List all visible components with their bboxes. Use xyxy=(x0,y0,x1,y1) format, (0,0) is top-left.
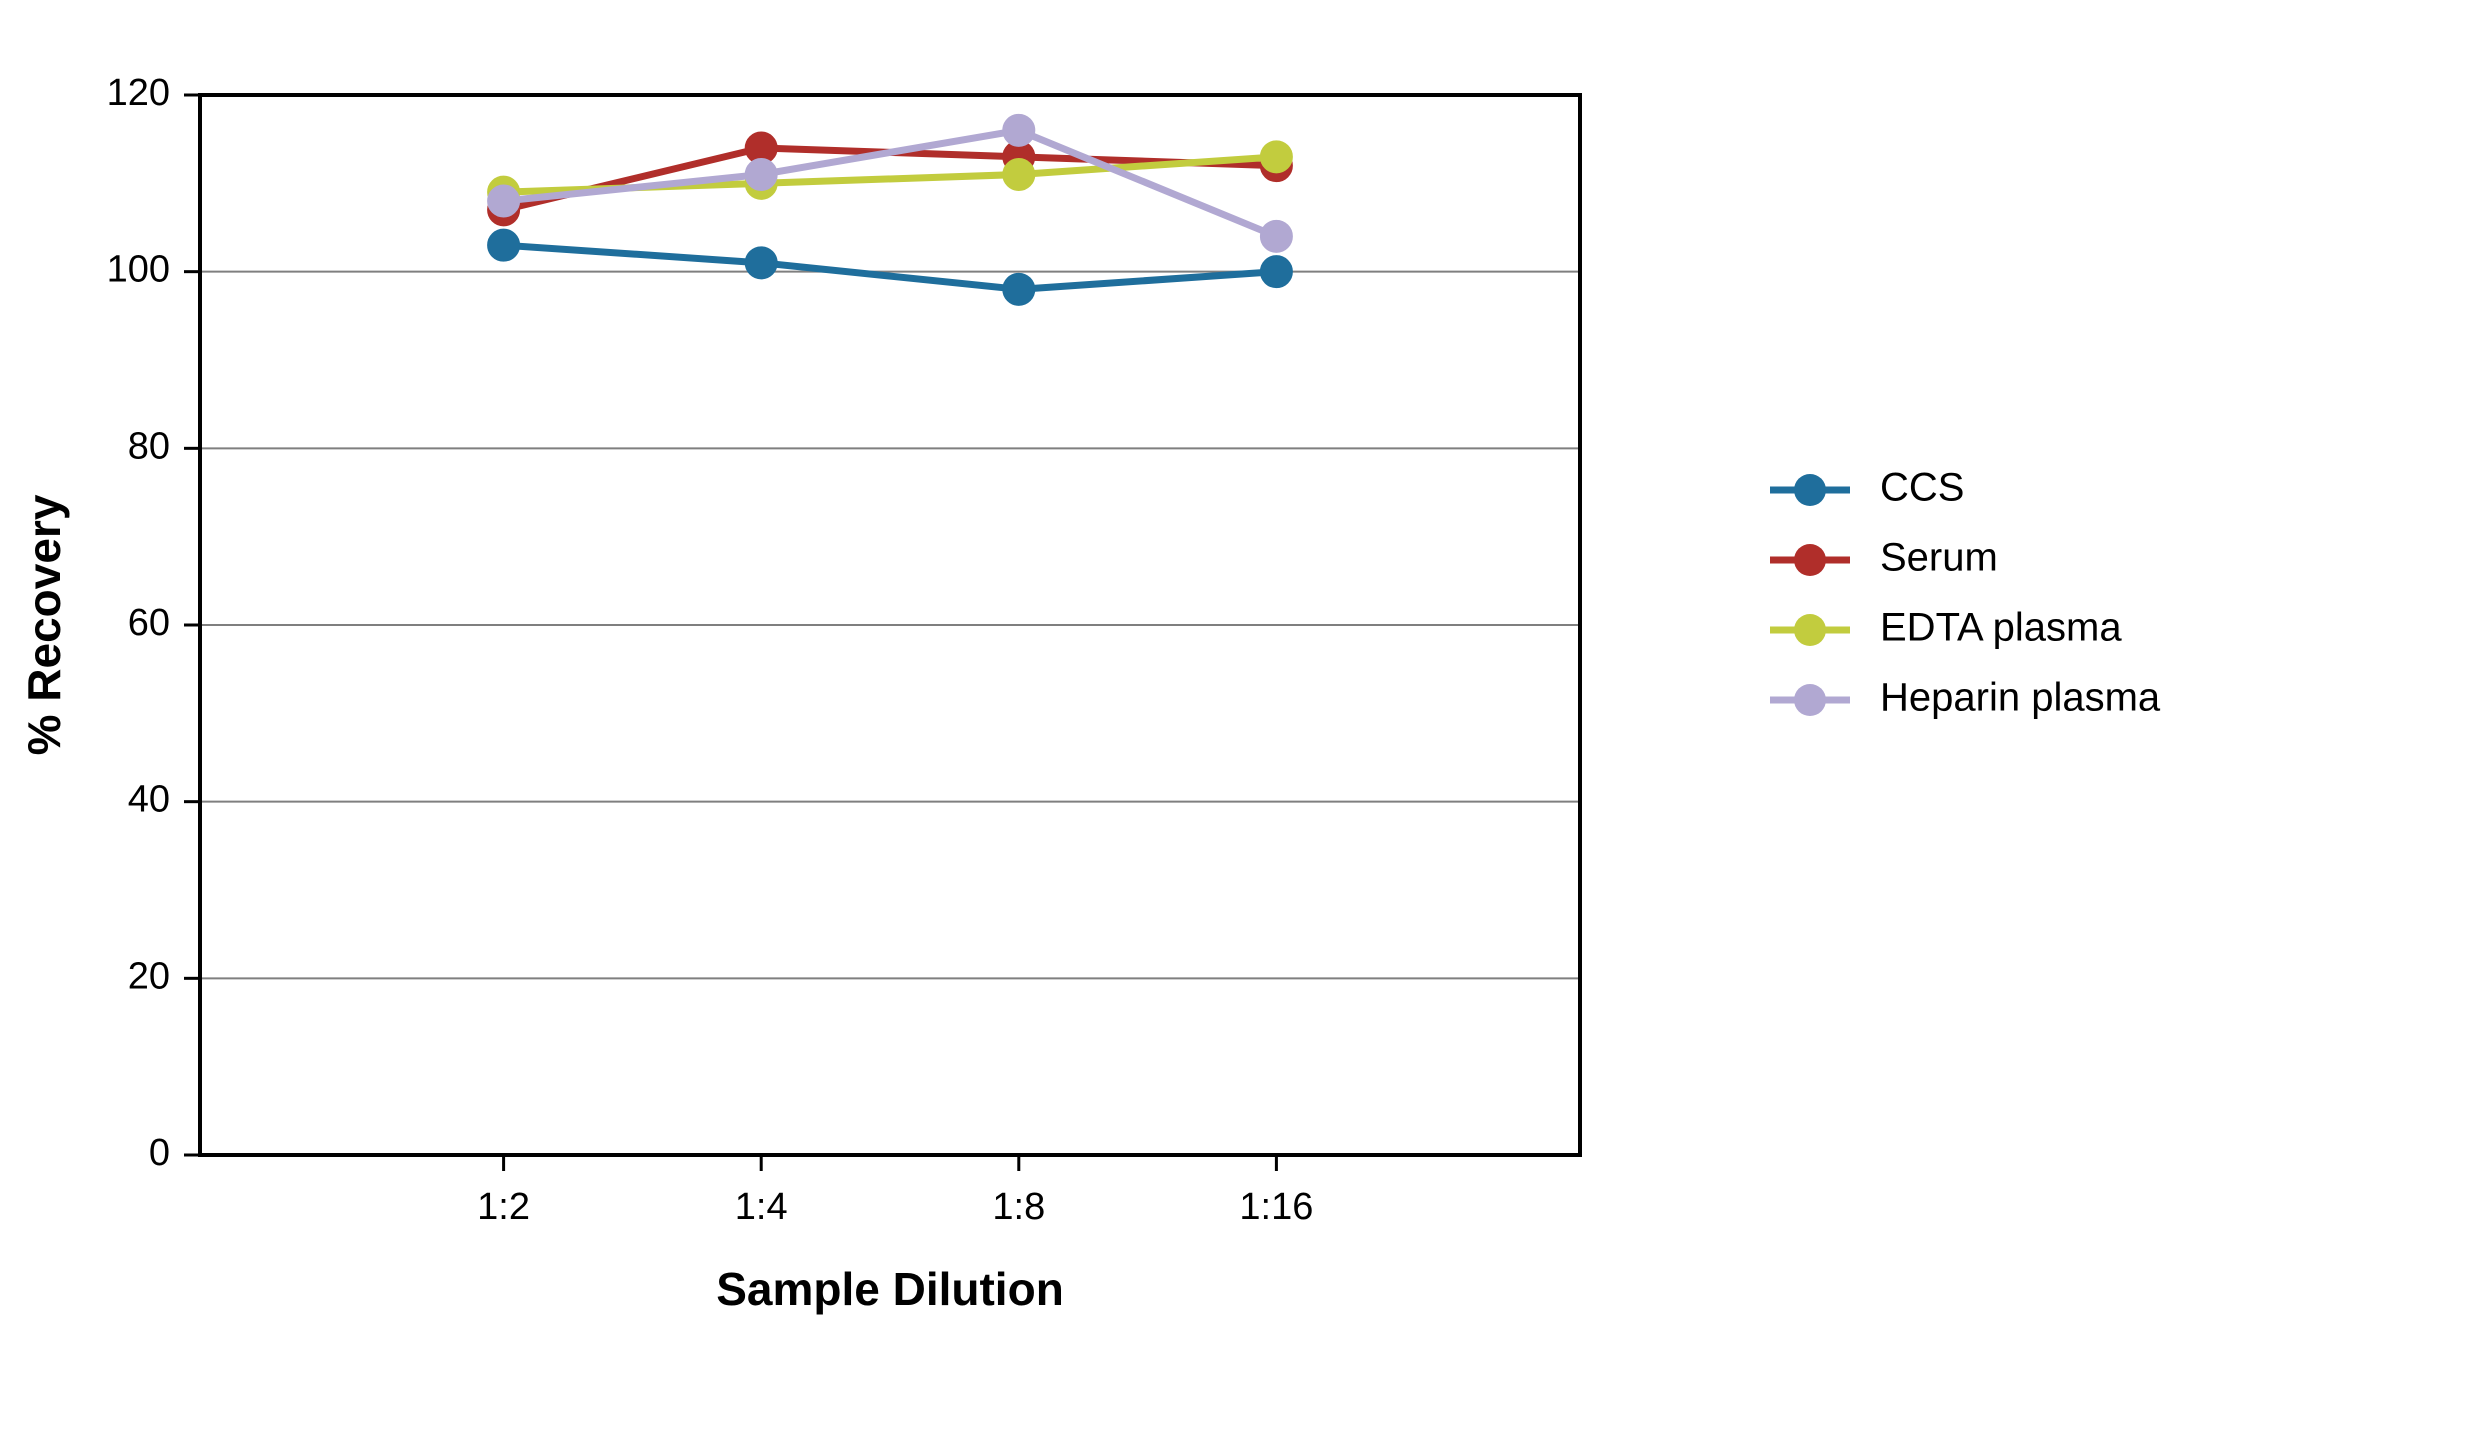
y-tick-label: 0 xyxy=(149,1132,170,1174)
y-axis-title: % Recovery xyxy=(18,494,70,755)
series-marker xyxy=(1003,273,1035,305)
y-tick-label: 40 xyxy=(128,779,170,821)
y-tick-label: 20 xyxy=(128,955,170,997)
y-tick-label: 60 xyxy=(128,602,170,644)
y-tick-label: 120 xyxy=(107,72,170,114)
recovery-line-chart: 0 20 40 60 80 100 120 1:2 1:4 1:8 1:16 Sample Dilut… xyxy=(0,0,2491,1455)
series-marker xyxy=(1260,256,1292,288)
x-axis-title: Sample Dilution xyxy=(716,1263,1064,1315)
series-marker xyxy=(488,229,520,261)
legend-marker xyxy=(1794,474,1826,506)
series-marker xyxy=(1260,141,1292,173)
legend-marker xyxy=(1794,614,1826,646)
chart-background xyxy=(0,0,2491,1455)
legend-marker xyxy=(1794,544,1826,576)
series-marker xyxy=(1003,114,1035,146)
chart-container: 0 20 40 60 80 100 120 1:2 1:4 1:8 1:16 Sample Dilut… xyxy=(0,0,2491,1455)
legend-label: CCS xyxy=(1880,466,1964,510)
legend-label: EDTA plasma xyxy=(1880,606,2122,650)
series-marker xyxy=(1260,220,1292,252)
legend-marker xyxy=(1794,684,1826,716)
y-tick-label: 100 xyxy=(107,249,170,291)
series-marker xyxy=(488,185,520,217)
series-marker xyxy=(1003,159,1035,191)
x-tick-label: 1:4 xyxy=(735,1186,788,1228)
legend-label: Heparin plasma xyxy=(1880,676,2161,720)
series-marker xyxy=(745,159,777,191)
x-tick-label: 1:2 xyxy=(477,1186,530,1228)
y-tick-label: 80 xyxy=(128,425,170,467)
x-tick-label: 1:8 xyxy=(992,1186,1045,1228)
legend-label: Serum xyxy=(1880,536,1998,580)
series-marker xyxy=(745,247,777,279)
x-tick-label: 1:16 xyxy=(1239,1186,1313,1228)
